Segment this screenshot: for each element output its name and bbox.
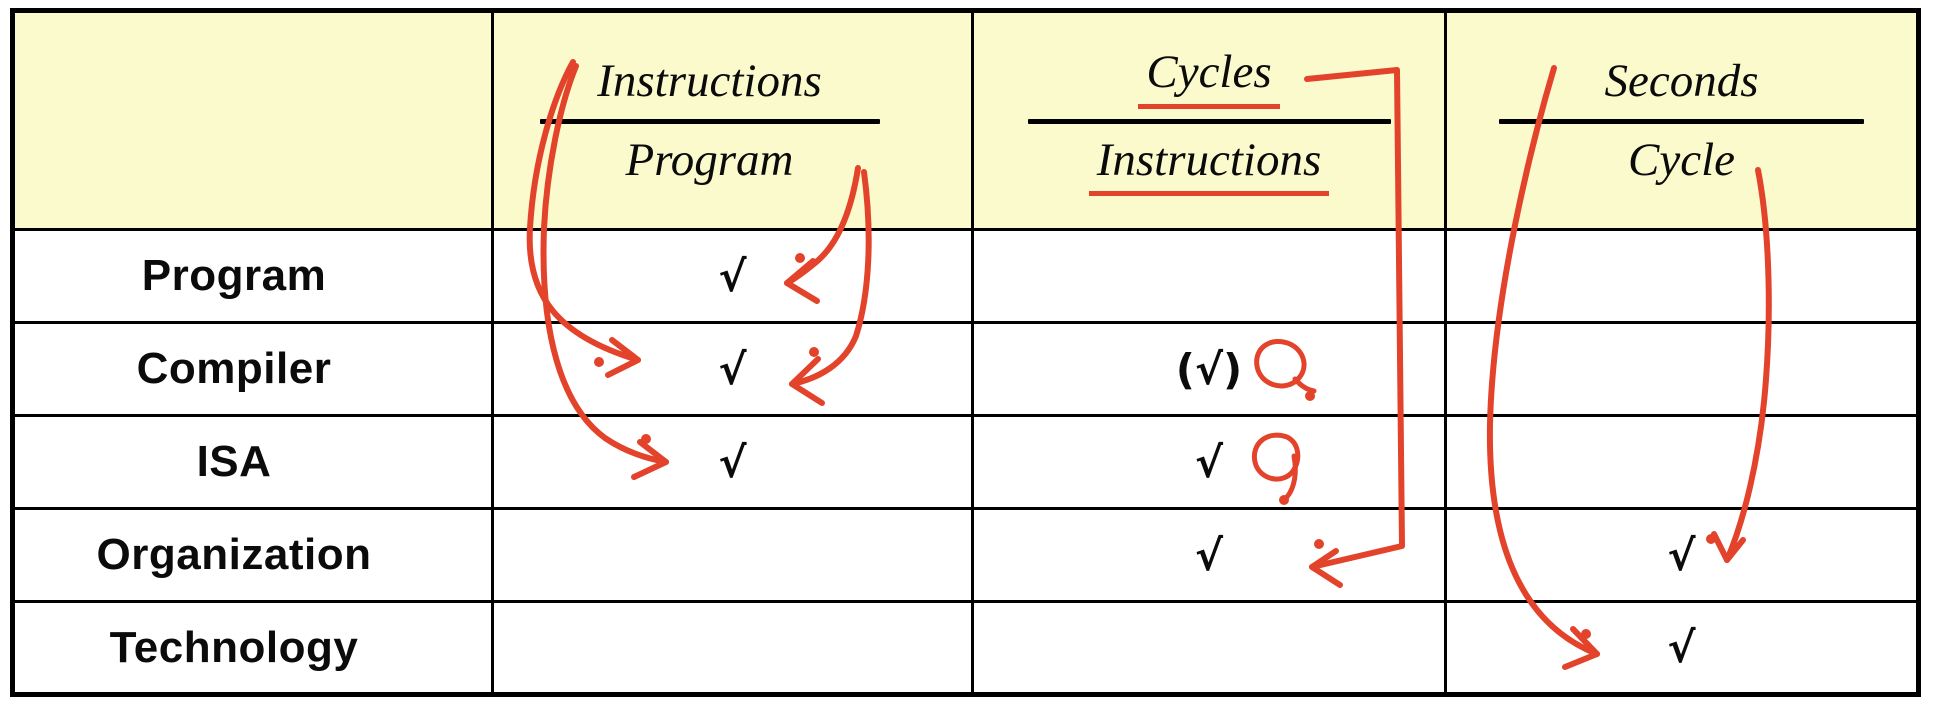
- row-label-technology: Technology: [109, 622, 359, 672]
- fraction-seconds-cycle: Seconds Cycle: [1447, 54, 1916, 186]
- fraction-bar: [1027, 118, 1391, 124]
- corner-cell: [11, 9, 494, 231]
- table-row-compiler: Compiler √ (√): [11, 321, 1920, 417]
- fraction-denominator: Program: [625, 133, 794, 186]
- header-cycles-per-instruction: Cycles Instructions: [971, 9, 1447, 231]
- fraction-numerator: Seconds: [1604, 55, 1759, 108]
- header-instructions-per-program: Instructions Program: [491, 9, 974, 231]
- fraction-instructions-program: Instructions Program: [471, 54, 948, 186]
- table-row-program: Program √: [11, 228, 1920, 324]
- row-label-compiler: Compiler: [136, 344, 332, 393]
- header-row: Instructions Program Cycles Instructions…: [11, 9, 1920, 231]
- fraction-cycles-instructions: Cycles Instructions: [974, 45, 1444, 196]
- row-label-isa: ISA: [196, 437, 272, 486]
- fraction-numerator-underlined: Cycles: [1138, 45, 1280, 109]
- fraction-denominator: Cycle: [1628, 133, 1735, 186]
- check-isa-cycles: √: [1194, 437, 1223, 487]
- check-technology-seconds: √: [1667, 623, 1696, 672]
- table-row-organization: Organization √ √: [11, 507, 1920, 603]
- row-label-organization: Organization: [96, 530, 372, 579]
- fraction-bar: [1499, 118, 1864, 124]
- header-seconds-per-cycle: Seconds Cycle: [1444, 9, 1920, 231]
- check-program-instructions: √: [718, 251, 747, 301]
- check-compiler-cycles: (√): [1175, 344, 1243, 394]
- check-organization-cycles: √: [1194, 530, 1223, 580]
- row-label-program: Program: [141, 251, 327, 300]
- fraction-numerator: Instructions: [597, 55, 822, 108]
- table-row-technology: Technology √: [11, 600, 1920, 696]
- check-compiler-instructions: √: [718, 344, 747, 394]
- table-row-isa: ISA √ √: [11, 414, 1920, 510]
- fraction-denominator-underlined: Instructions: [1088, 133, 1330, 196]
- check-organization-seconds: √: [1667, 530, 1696, 580]
- performance-factors-table: Instructions Program Cycles Instructions…: [10, 8, 1921, 697]
- fraction-bar: [539, 118, 880, 124]
- check-isa-instructions: √: [718, 437, 747, 487]
